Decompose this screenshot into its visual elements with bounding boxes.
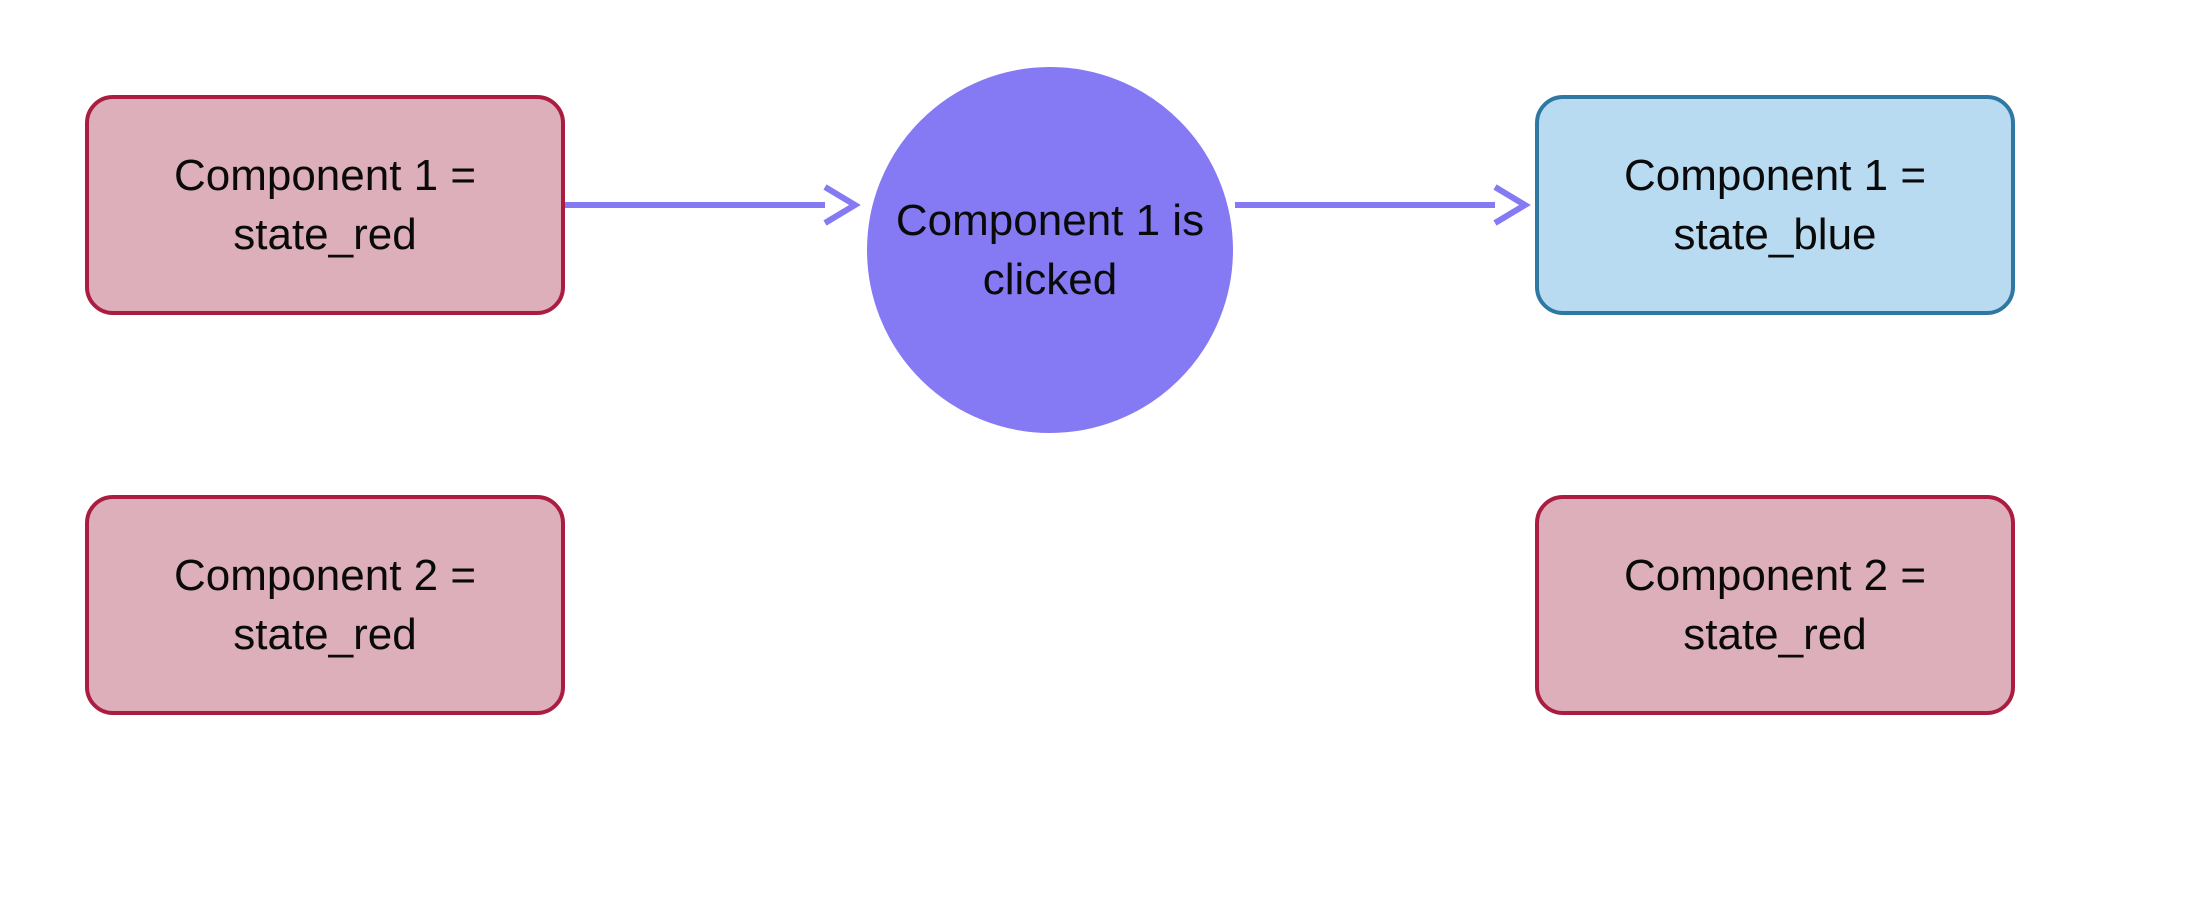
diagram-canvas: Component 1 = state_red Component 2 = st… <box>0 0 2210 900</box>
arrowhead-icon <box>1495 187 1525 223</box>
edge-arrow-2 <box>0 0 2210 900</box>
